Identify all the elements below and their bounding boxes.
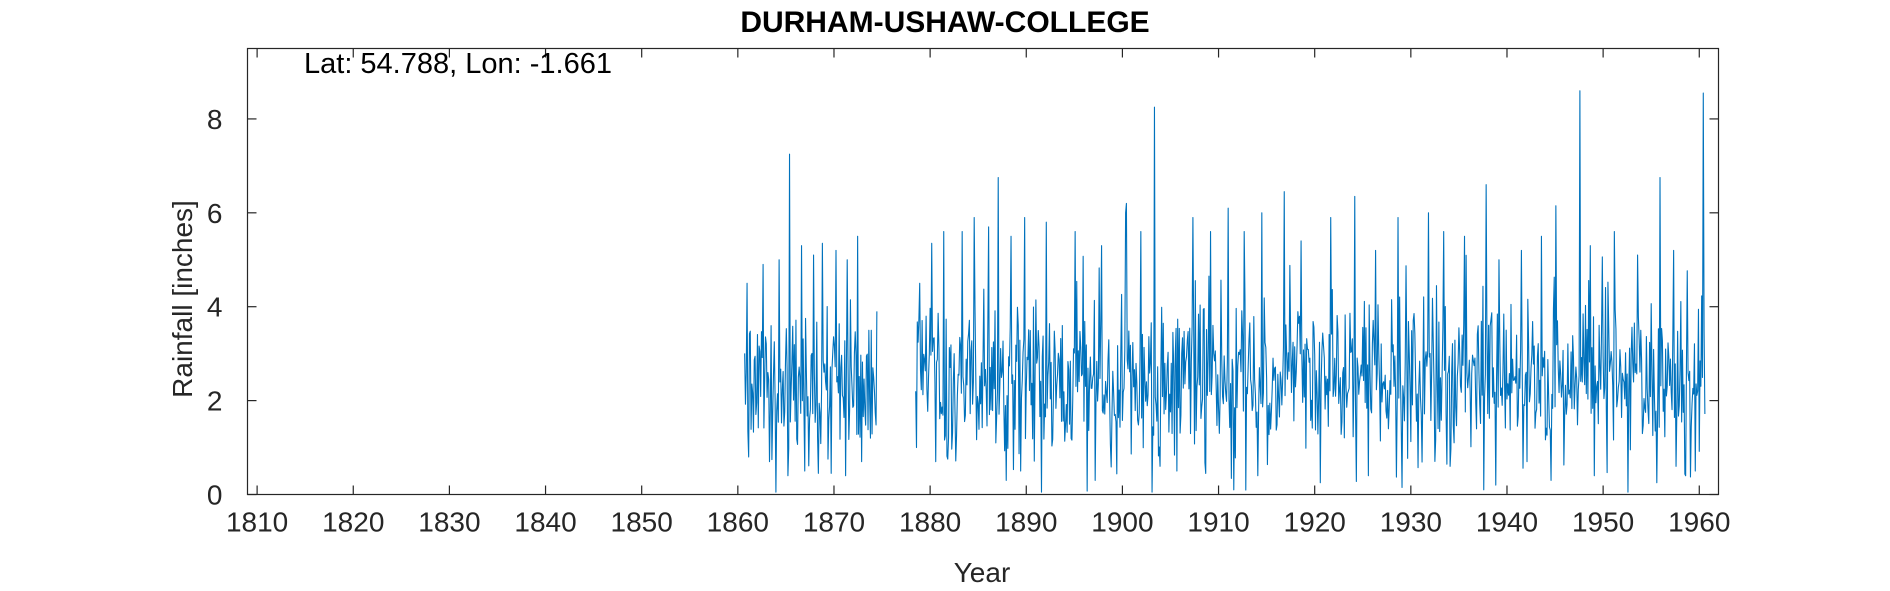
x-tick-label: 1900 xyxy=(1091,507,1153,538)
x-tick-label: 1950 xyxy=(1572,507,1634,538)
y-tick-label: 2 xyxy=(207,386,223,417)
axes-box xyxy=(246,47,1720,496)
x-tick-label: 1820 xyxy=(322,507,384,538)
rainfall-series-line-segment-1 xyxy=(744,153,878,493)
y-tick-label: 0 xyxy=(207,480,223,511)
station-coordinates-annotation: Lat: 54.788, Lon: -1.661 xyxy=(304,48,612,80)
x-axis-label: Year xyxy=(0,557,1890,589)
x-tick-label: 1940 xyxy=(1476,507,1538,538)
x-tick-label: 1890 xyxy=(995,507,1057,538)
x-tick-label: 1840 xyxy=(514,507,576,538)
x-tick-label: 1960 xyxy=(1668,507,1730,538)
x-tick-label: 1880 xyxy=(899,507,961,538)
y-tick-label: 6 xyxy=(207,198,223,229)
x-tick-label: 1830 xyxy=(418,507,480,538)
x-axis-label-text: Year xyxy=(953,557,1011,588)
x-tick-label: 1930 xyxy=(1380,507,1442,538)
y-axis-label: Rainfall [inches] xyxy=(167,200,198,398)
y-axis-ticks: 0 2 4 6 8 xyxy=(207,104,1719,511)
y-tick-label: 4 xyxy=(207,292,223,323)
x-axis-ticks: 1810 1820 1830 1840 1850 1860 1870 1880 1890 1900… xyxy=(226,48,1730,538)
x-tick-label: 1910 xyxy=(1187,507,1249,538)
y-tick-label: 8 xyxy=(207,104,223,135)
chart-title: DURHAM-USHAW-COLLEGE xyxy=(740,6,1150,39)
rainfall-series-line-segment-2 xyxy=(915,90,1706,493)
x-tick-label: 1850 xyxy=(611,507,673,538)
x-tick-label: 1920 xyxy=(1284,507,1346,538)
series-layer xyxy=(744,90,1706,493)
x-tick-label: 1810 xyxy=(226,507,288,538)
x-tick-label: 1870 xyxy=(803,507,865,538)
x-tick-label: 1860 xyxy=(707,507,769,538)
